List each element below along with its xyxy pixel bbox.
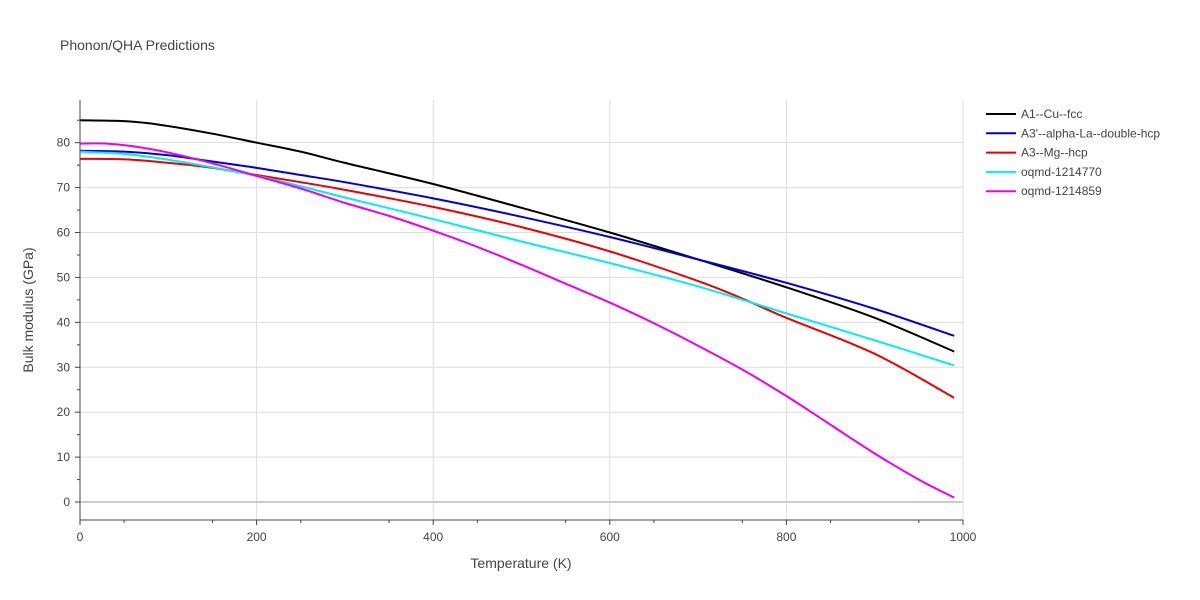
- legend-entry-label: oqmd-1214770: [1021, 165, 1102, 179]
- y-tick-label: 80: [57, 136, 71, 150]
- x-tick-label: 600: [600, 530, 620, 544]
- x-tick-label: 200: [247, 530, 267, 544]
- y-tick-label: 30: [57, 360, 71, 374]
- legend-entry-label: A1--Cu--fcc: [1021, 107, 1082, 121]
- legend-entry-label: A3'--alpha-La--double-hcp: [1021, 126, 1160, 140]
- legend: A1--Cu--fcc A3'--alpha-La--double-hcp A3--…: [986, 107, 1160, 198]
- x-tick-label: 800: [776, 530, 796, 544]
- x-axis-label: Temperature (K): [470, 555, 571, 571]
- x-tick-label: 1000: [950, 530, 977, 544]
- series-line-1: [79, 119, 955, 353]
- y-tick-label: 10: [57, 450, 71, 464]
- x-tick-label: 0: [77, 530, 84, 544]
- series-line-2: [79, 149, 955, 337]
- x-tick-label: 400: [423, 530, 443, 544]
- y-tick-label: 50: [57, 270, 71, 284]
- y-tick-label: 70: [57, 181, 71, 195]
- y-tick-label: 40: [57, 315, 71, 329]
- y-tick-label: 20: [57, 405, 71, 419]
- legend-entry-label: A3--Mg--hcp: [1021, 146, 1088, 160]
- y-tick-label: 0: [63, 495, 70, 509]
- axes: 0 200 400 600 800 1000 0 10 20 30 40 50 60 70 80: [57, 100, 977, 544]
- chart-title: Phonon/QHA Predictions: [60, 37, 215, 53]
- y-tick-label: 60: [57, 226, 71, 240]
- series-line-5: [79, 142, 955, 499]
- y-axis-label: Bulk modulus (GPa): [20, 247, 36, 372]
- legend-entry-label: oqmd-1214859: [1021, 184, 1102, 198]
- series-line-3: [79, 157, 955, 399]
- series-line-4: [79, 150, 955, 367]
- plot-area: [79, 119, 955, 499]
